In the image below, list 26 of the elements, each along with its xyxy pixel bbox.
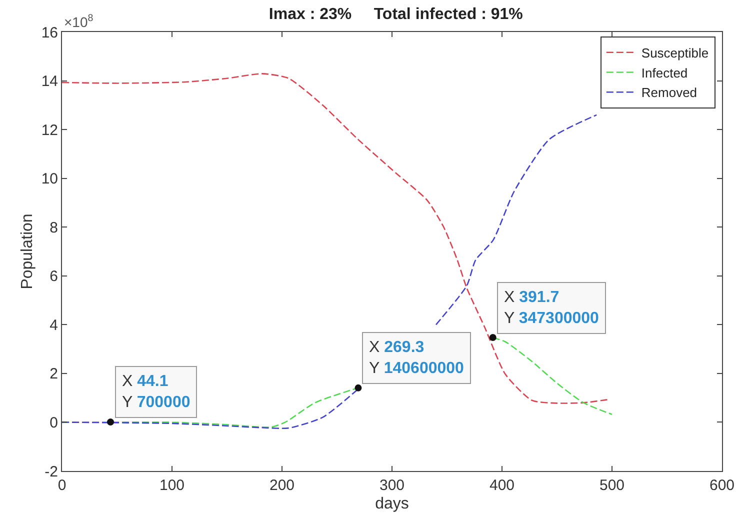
- legend-label: Infected: [641, 65, 688, 80]
- annotation: X 391.7 Y 347300000: [504, 289, 600, 327]
- x-tick-label: 500: [599, 477, 625, 494]
- y-tick-label: 4: [50, 316, 58, 334]
- x-axis-title: days: [375, 496, 409, 513]
- y-tick-label: 6: [50, 268, 58, 286]
- y-axis-title: Population: [19, 214, 36, 290]
- legend-label: Removed: [641, 85, 698, 100]
- y-tick-label: 10: [41, 170, 58, 188]
- x-tick-label: 600: [709, 477, 735, 494]
- y-tick-label: 2: [50, 366, 58, 383]
- y-tick-label: -2: [44, 463, 58, 480]
- x-tick-label: 100: [159, 477, 185, 494]
- y-tick-label: 16: [41, 24, 58, 42]
- annotation: X 269.3 Y 140600000: [369, 339, 464, 377]
- y-tick-label: 8: [50, 219, 58, 236]
- y-tick-label: 0: [50, 414, 58, 432]
- y-tick-label: 14: [41, 73, 58, 90]
- annotation: X 44.1 Y 700000: [122, 373, 190, 411]
- y-tick-label: 12: [41, 122, 58, 139]
- x-tick-label: 200: [269, 477, 295, 494]
- x-tick-label: 400: [489, 477, 515, 494]
- legend-label: Susceptible: [641, 45, 709, 60]
- text: ×10$^{8}$: [64, 13, 94, 30]
- x-tick-label: 300: [379, 477, 405, 494]
- chart-title: Imax : 23% Total infected : 91%: [268, 6, 523, 24]
